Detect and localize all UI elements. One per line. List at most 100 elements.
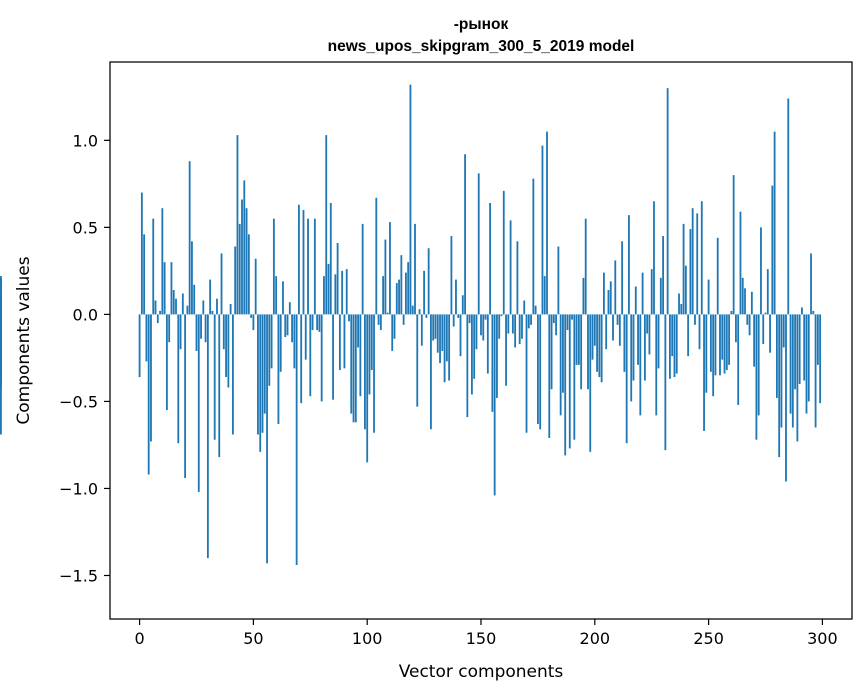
- bar-187: [564, 314, 567, 456]
- bar-181: [550, 314, 553, 390]
- bar-239: [682, 223, 685, 315]
- bar-248: [703, 314, 705, 432]
- bar-125: [423, 270, 426, 315]
- bar-108: [384, 239, 387, 315]
- y-axis: −1.5 −1.0 −0.5 0.0 0.5 1.0: [59, 131, 110, 585]
- bar-136: [448, 314, 451, 381]
- bar-297: [814, 314, 817, 428]
- bar-27: [200, 314, 202, 339]
- bar-190: [571, 314, 573, 320]
- bar-undefined: [0, 303, 2, 315]
- bar-129: [432, 314, 435, 341]
- bar-97: [359, 314, 362, 397]
- bar-211: [618, 314, 621, 346]
- bar-165: [514, 314, 517, 348]
- bar-261: [732, 175, 735, 315]
- bar-210: [616, 314, 619, 325]
- bar-260: [730, 310, 733, 315]
- bar-278: [771, 185, 774, 315]
- bar-220: [639, 314, 642, 416]
- bar-7: [154, 300, 157, 315]
- bar-192: [575, 314, 578, 365]
- bar-173: [532, 178, 535, 315]
- bar-1: [140, 192, 143, 315]
- bar-118: [407, 262, 410, 315]
- bar-58: [270, 314, 273, 369]
- bar-276: [766, 269, 769, 315]
- chart-subtitle: news_upos_skipgram_300_5_2019 model: [328, 38, 635, 55]
- bar-39: [227, 314, 230, 388]
- bar-154: [489, 202, 492, 315]
- bar-171: [527, 314, 530, 329]
- bar-268: [748, 314, 751, 336]
- bar-8: [156, 314, 159, 324]
- bar-107: [382, 276, 385, 315]
- bar-294: [807, 314, 810, 402]
- x-tick-label: 100: [352, 629, 383, 648]
- bar-232: [666, 88, 669, 315]
- bar-218: [634, 286, 637, 315]
- bar-60: [275, 276, 278, 315]
- bar-183: [555, 314, 558, 336]
- bar-95: [354, 314, 357, 423]
- y-tick-label: 0.0: [73, 305, 98, 324]
- bar-252: [712, 314, 715, 397]
- bar-50: [252, 314, 255, 331]
- bar-133: [441, 314, 444, 351]
- bar-282: [780, 314, 783, 428]
- bar-288: [794, 314, 797, 390]
- bar-238: [680, 303, 683, 315]
- x-tick-label: 0: [134, 629, 144, 648]
- bar-215: [628, 215, 630, 315]
- bar-74: [307, 218, 309, 315]
- bar-87: [336, 243, 339, 315]
- bar-57: [268, 314, 271, 386]
- bar-186: [562, 314, 564, 393]
- bar-36: [220, 253, 223, 315]
- bar-85: [332, 314, 334, 400]
- bar-246: [698, 314, 701, 350]
- bar-161: [505, 314, 507, 386]
- bar-51: [254, 258, 257, 315]
- y-tick-label: −1.5: [59, 566, 98, 585]
- bar-195: [582, 277, 585, 315]
- bar-160: [502, 190, 505, 315]
- bar-98: [361, 223, 364, 315]
- y-axis-label: Components values: [14, 256, 34, 424]
- bars-group: [0, 84, 822, 566]
- bar-45: [241, 199, 243, 315]
- bar-254: [716, 237, 719, 315]
- bar-117: [404, 272, 407, 315]
- bar-262: [735, 314, 737, 343]
- x-tick-label: 50: [243, 629, 263, 648]
- bar-270: [753, 314, 756, 367]
- bar-284: [785, 314, 787, 482]
- x-tick-label: 300: [807, 629, 838, 648]
- bar-16: [175, 298, 177, 315]
- bar-33: [213, 314, 216, 440]
- bar-146: [470, 314, 473, 395]
- bar-267: [746, 314, 749, 325]
- bar-29: [204, 314, 207, 343]
- bar-113: [395, 283, 398, 315]
- bar-131: [436, 314, 439, 353]
- bar-111: [391, 314, 394, 351]
- bar-17: [177, 314, 180, 444]
- bar-296: [812, 310, 815, 315]
- bar-251: [709, 314, 712, 372]
- bar-182: [552, 314, 555, 324]
- bar-273: [760, 227, 762, 315]
- bar-3: [145, 314, 148, 362]
- bar-26: [197, 314, 200, 492]
- bar-82: [325, 135, 328, 315]
- bar-233: [669, 314, 671, 379]
- bar-40: [229, 303, 232, 315]
- bar-88: [338, 314, 341, 371]
- bar-23: [191, 241, 193, 315]
- bar-63: [282, 281, 284, 315]
- bar-148: [475, 314, 478, 350]
- bar-217: [632, 314, 635, 381]
- y-tick-label: 0.5: [73, 218, 98, 237]
- bar-222: [643, 314, 646, 381]
- bar-91: [345, 269, 348, 315]
